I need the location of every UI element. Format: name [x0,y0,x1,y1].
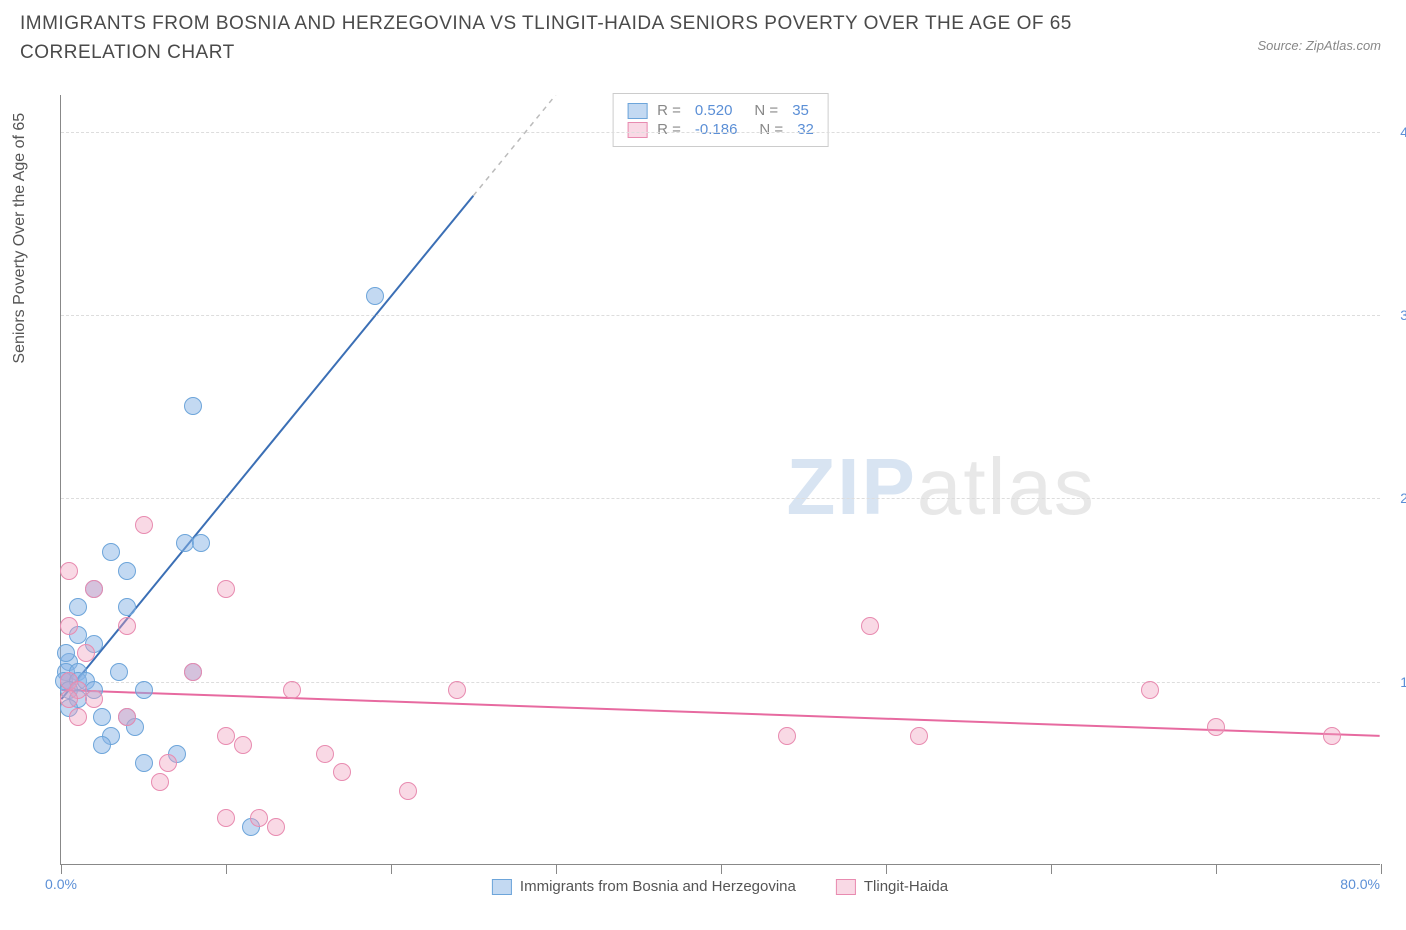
scatter-point [399,782,417,800]
scatter-point [234,736,252,754]
plot-region: ZIPatlas R =0.520N =35R =-0.186N =32 10.… [60,95,1380,865]
scatter-point [316,745,334,763]
chart-title: IMMIGRANTS FROM BOSNIA AND HERZEGOVINA V… [20,10,1120,67]
scatter-point [60,690,78,708]
legend-item: Tlingit-Haida [836,878,948,895]
y-axis-label: Seniors Poverty Over the Age of 65 [11,113,29,364]
scatter-point [118,562,136,580]
x-tick [1051,864,1052,874]
x-tick [61,864,62,874]
scatter-point [217,727,235,745]
gridline [61,132,1380,133]
scatter-point [60,562,78,580]
gridline [61,498,1380,499]
y-tick-label: 30.0% [1390,307,1406,323]
scatter-point [861,617,879,635]
watermark: ZIPatlas [786,441,1095,533]
scatter-point [283,681,301,699]
chart-area: Seniors Poverty Over the Age of 65 ZIPat… [60,95,1380,865]
scatter-point [448,681,466,699]
legend-swatch [492,879,512,895]
gridline [61,682,1380,683]
scatter-point [69,708,87,726]
scatter-point [93,708,111,726]
legend-swatch [627,122,647,138]
scatter-point [118,598,136,616]
legend-swatch [836,879,856,895]
scatter-point [77,644,95,662]
scatter-point [85,580,103,598]
gridline [61,315,1380,316]
y-tick-label: 10.0% [1390,674,1406,690]
x-tick [886,864,887,874]
legend-item: Immigrants from Bosnia and Herzegovina [492,878,796,895]
scatter-point [135,681,153,699]
scatter-point [93,736,111,754]
x-tick [721,864,722,874]
scatter-point [778,727,796,745]
legend-stat-row: R =-0.186N =32 [627,121,814,138]
x-tick [1381,864,1382,874]
scatter-point [110,663,128,681]
legend-swatch [627,103,647,119]
scatter-point [60,617,78,635]
scatter-point [69,598,87,616]
scatter-point [184,663,202,681]
scatter-point [57,644,75,662]
scatter-point [250,809,268,827]
scatter-point [176,534,194,552]
x-tick [556,864,557,874]
scatter-point [267,818,285,836]
legend-stats: R =0.520N =35 R =-0.186N =32 [612,93,829,147]
scatter-point [366,287,384,305]
x-tick [1216,864,1217,874]
scatter-point [135,754,153,772]
x-tick-label: 0.0% [45,876,77,892]
legend-series: Immigrants from Bosnia and Herzegovina Tl… [492,878,948,895]
scatter-point [217,809,235,827]
scatter-point [333,763,351,781]
scatter-point [85,690,103,708]
x-tick-label: 80.0% [1340,876,1380,892]
scatter-point [118,708,136,726]
trend-lines [61,95,1380,864]
x-tick [226,864,227,874]
scatter-point [118,617,136,635]
y-tick-label: 20.0% [1390,490,1406,506]
legend-label: Immigrants from Bosnia and Herzegovina [520,878,796,895]
scatter-point [151,773,169,791]
scatter-point [217,580,235,598]
scatter-point [102,543,120,561]
scatter-point [192,534,210,552]
scatter-point [135,516,153,534]
legend-label: Tlingit-Haida [864,878,948,895]
y-tick-label: 40.0% [1390,124,1406,140]
scatter-point [159,754,177,772]
x-tick [391,864,392,874]
scatter-point [1141,681,1159,699]
legend-stat-row: R =0.520N =35 [627,102,814,119]
scatter-point [1323,727,1341,745]
scatter-point [184,397,202,415]
source-label: Source: ZipAtlas.com [1257,38,1381,53]
scatter-point [1207,718,1225,736]
scatter-point [910,727,928,745]
